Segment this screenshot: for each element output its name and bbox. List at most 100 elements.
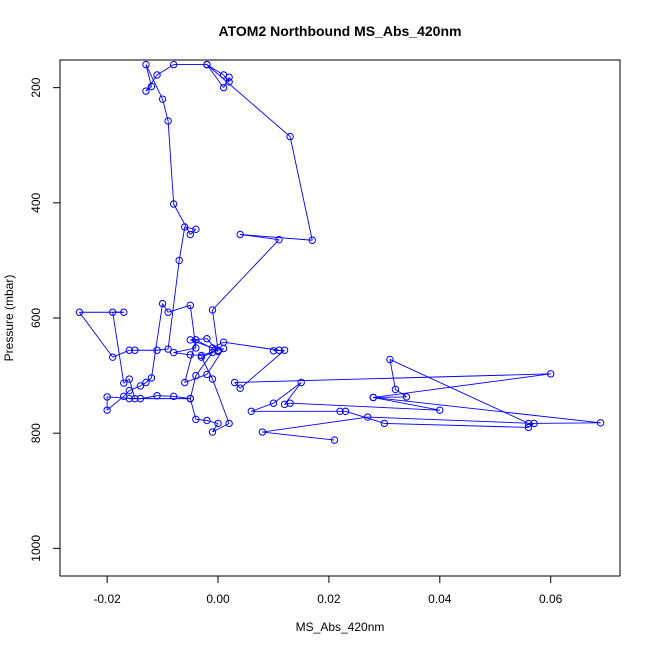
data-point — [192, 336, 200, 344]
series-segment — [373, 397, 440, 411]
data-point — [297, 378, 305, 387]
y-axis-label: Pressure (mbar) — [2, 275, 16, 362]
series-segment — [173, 203, 191, 235]
data-point — [203, 416, 211, 425]
data-point — [236, 230, 244, 239]
data-point — [125, 394, 134, 403]
data-point — [136, 382, 145, 390]
series-segment — [173, 347, 196, 353]
series-segment — [273, 382, 302, 404]
data-point — [386, 355, 394, 364]
series-segment — [156, 348, 169, 351]
series-segment — [212, 423, 219, 433]
data-point — [169, 348, 178, 357]
series-segment — [162, 303, 169, 313]
data-point — [286, 399, 294, 407]
data-point — [225, 78, 233, 86]
x-tick-label: 0.06 — [539, 592, 563, 606]
series-segment — [167, 260, 180, 350]
data-point — [524, 419, 533, 428]
data-point — [208, 348, 217, 357]
data-point — [181, 378, 189, 387]
data-point — [153, 71, 161, 79]
data-point — [175, 256, 183, 265]
data-point — [258, 428, 267, 436]
data-point — [203, 370, 211, 379]
series-segment — [223, 341, 280, 351]
data-point — [186, 301, 194, 310]
data-point — [120, 379, 128, 387]
data-point — [142, 60, 150, 69]
data-point — [225, 73, 233, 81]
data-point — [186, 351, 194, 359]
data-point — [275, 346, 283, 354]
plot-frame — [59, 59, 621, 577]
series-segment — [289, 136, 313, 241]
series-segment — [373, 373, 551, 398]
series-segment — [262, 431, 335, 441]
series-segment — [284, 382, 302, 405]
data-point — [164, 117, 172, 125]
series-segment — [395, 389, 407, 398]
series-segment — [234, 382, 241, 389]
series-segment — [234, 373, 551, 383]
x-tick-label: -0.02 — [93, 592, 121, 606]
data-point — [169, 392, 178, 401]
data-point — [169, 60, 178, 69]
series-segment — [167, 121, 175, 205]
y-tick-label: 200 — [29, 77, 43, 97]
data-point — [330, 436, 339, 444]
series-segment — [528, 422, 601, 424]
data-point — [125, 375, 134, 383]
series-lines — [79, 64, 601, 441]
data-point — [308, 236, 316, 244]
data-point — [192, 225, 200, 234]
series-segment — [184, 339, 197, 383]
data-point — [341, 407, 350, 415]
series-segment — [373, 397, 601, 424]
data-point — [108, 353, 117, 361]
series-segment — [389, 359, 529, 424]
series-segment — [79, 311, 114, 358]
x-axis: -0.02 0.00 0.02 0.04 0.06 — [93, 575, 563, 606]
data-point — [197, 353, 206, 361]
data-point — [269, 347, 278, 355]
data-point — [164, 308, 172, 316]
y-tick-label: 1000 — [29, 535, 43, 562]
data-point — [192, 415, 200, 424]
series-segment — [145, 64, 152, 87]
data-point — [186, 394, 194, 403]
data-point — [192, 371, 200, 380]
data-point — [75, 308, 84, 316]
data-point — [596, 419, 605, 427]
data-point — [208, 428, 217, 436]
data-point — [192, 344, 200, 352]
series-segment — [239, 349, 285, 389]
data-point — [103, 406, 111, 414]
series-segment — [190, 354, 202, 356]
series-segment — [145, 64, 163, 100]
data-point — [280, 346, 289, 354]
series-segment — [112, 312, 125, 384]
series-segment — [189, 228, 197, 235]
series-segment — [157, 395, 174, 397]
series-segment — [200, 356, 213, 380]
data-point — [269, 399, 278, 407]
data-point — [280, 400, 289, 409]
data-point — [364, 413, 372, 421]
data-point — [131, 346, 139, 354]
data-point — [125, 346, 134, 354]
series-segment — [206, 64, 224, 88]
series-segment — [195, 418, 207, 421]
series-segment — [178, 226, 186, 261]
series-segment — [189, 375, 197, 399]
data-point — [336, 407, 344, 415]
series-segment — [212, 309, 219, 351]
series-segment — [262, 416, 368, 433]
series-segment — [212, 378, 230, 424]
data-point — [147, 82, 156, 91]
chart-title: ATOM2 Northbound MS_Abs_420nm — [219, 23, 462, 39]
series-segment — [251, 402, 274, 412]
